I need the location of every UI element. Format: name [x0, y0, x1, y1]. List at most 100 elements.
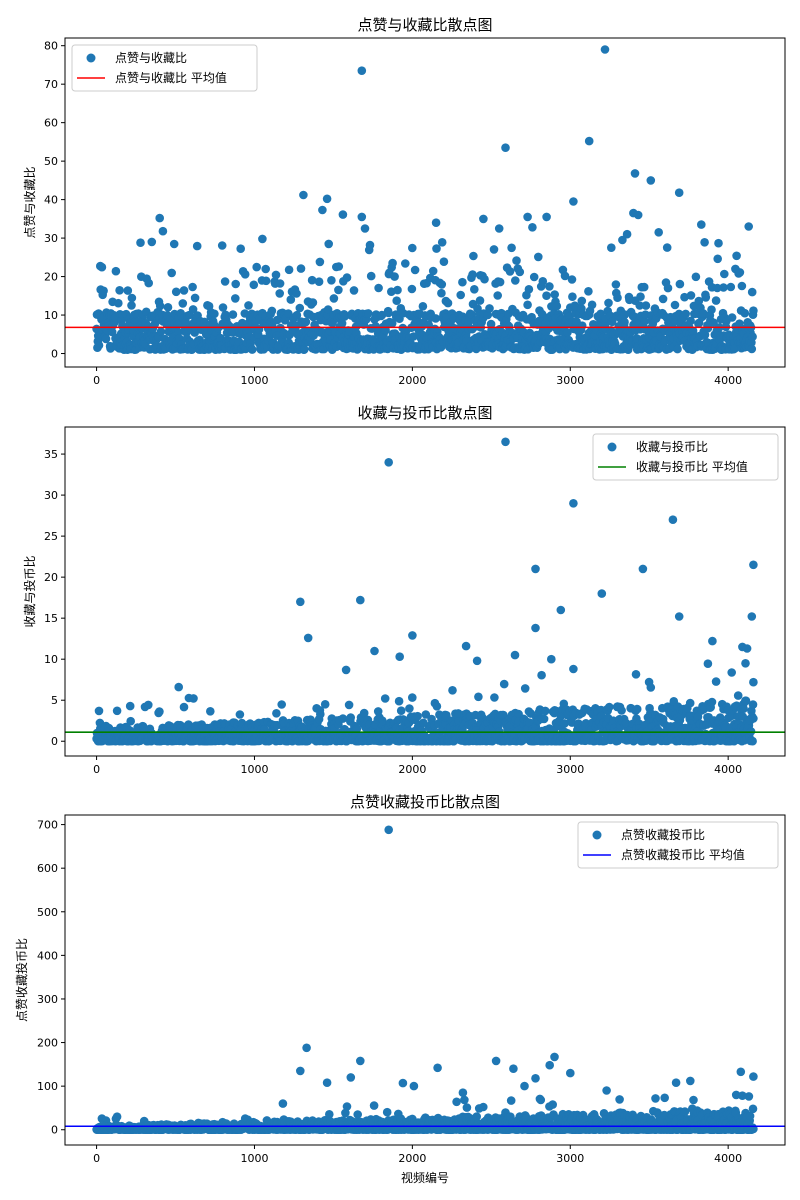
chart-3-y-tick-label: 100	[37, 1080, 58, 1093]
chart-2-point	[432, 702, 442, 711]
chart-1-point	[456, 290, 466, 300]
chart-1-point	[577, 321, 587, 331]
chart-1-point	[641, 301, 651, 310]
chart-1-point	[511, 276, 520, 285]
chart-2-point	[125, 701, 135, 711]
chart-1-point	[334, 262, 344, 271]
chart-1-point	[418, 302, 428, 311]
chart-2-point	[747, 612, 757, 621]
chart-1-point	[639, 282, 649, 292]
chart-1-point	[587, 300, 597, 310]
chart-2-legend-series-label: 收藏与投币比	[636, 439, 708, 454]
chart-1-point	[713, 283, 722, 293]
chart-3-x-tick-label: 2000	[398, 1152, 426, 1165]
chart-3-point	[736, 1067, 746, 1077]
chart-1-point	[301, 317, 311, 327]
chart-2-point	[541, 706, 550, 716]
chart-1-point	[292, 289, 301, 298]
chart-1-point	[231, 279, 240, 289]
chart-1-y-tick-label: 80	[44, 40, 58, 53]
chart-1-point	[607, 243, 616, 252]
chart-1-point	[267, 306, 277, 316]
chart-1-point	[114, 298, 123, 308]
chart-2-axes-frame	[64, 426, 786, 757]
chart-1-point	[475, 296, 485, 305]
chart-2-point	[126, 716, 135, 726]
chart-1-point	[719, 283, 728, 292]
chart-3-point	[384, 825, 394, 835]
chart-3-point	[433, 1063, 442, 1073]
chart-1-point	[377, 310, 387, 320]
chart-1-point	[468, 270, 477, 279]
chart-2-point	[605, 702, 614, 712]
chart-1-point	[240, 270, 250, 279]
chart-3-point	[550, 1052, 559, 1062]
chart-1-point	[190, 293, 200, 303]
chart-1-point	[620, 317, 629, 327]
chart-1-point	[188, 305, 198, 314]
chart-1-point	[99, 286, 108, 296]
chart-1-point	[700, 330, 710, 340]
chart-1-point	[127, 301, 136, 310]
chart-1-point	[218, 303, 228, 312]
chart-1-point	[674, 188, 684, 197]
chart-1-point	[680, 292, 689, 302]
chart-2-point	[277, 700, 287, 709]
chart-2-point	[155, 707, 164, 716]
chart-1-title: 点赞与收藏比散点图	[357, 16, 492, 34]
chart-1-point	[714, 238, 723, 248]
chart-2-point	[316, 709, 325, 719]
chart-1-point	[749, 306, 758, 316]
chart-2-x-tick-label: 3000	[556, 763, 584, 776]
chart-1-point	[275, 289, 285, 298]
chart-2-point	[748, 736, 757, 746]
chart-1-point	[295, 303, 305, 313]
chart-3-point	[491, 1056, 501, 1066]
chart-1-x-tick-label: 1000	[240, 374, 268, 387]
chart-1-point	[390, 272, 399, 281]
chart-2-point	[556, 605, 566, 615]
chart-3-point	[356, 1056, 365, 1066]
chart-1-point	[428, 266, 438, 276]
chart-3-point	[398, 1078, 408, 1088]
chart-1-point	[220, 277, 230, 286]
chart-1: 点赞与收藏比散点图 0 1000 2000 3000 4000 010203040506…	[23, 16, 786, 387]
chart-1-point	[740, 308, 750, 318]
chart-1-point	[192, 241, 202, 251]
chart-2-point	[621, 719, 631, 728]
chart-2-y-tick-label: 35	[44, 448, 58, 461]
chart-2-y-tick-label: 10	[44, 653, 58, 666]
chart-1-point	[501, 143, 510, 152]
chart-3-point	[748, 1104, 758, 1114]
chart-2-point	[746, 727, 756, 736]
chart-1-point	[437, 238, 447, 247]
chart-2-point	[408, 693, 417, 702]
chart-3-point	[325, 1110, 334, 1119]
chart-1-point	[156, 327, 166, 336]
chart-1-point	[542, 212, 551, 222]
chart-1-point	[622, 229, 632, 239]
chart-2-point	[448, 686, 457, 695]
chart-1-point	[654, 228, 663, 237]
chart-2-point	[741, 659, 750, 668]
chart-1-x-tick-label: 2000	[398, 374, 426, 387]
chart-1-point	[329, 294, 339, 303]
chart-2-point	[384, 458, 394, 467]
chart-2-point	[531, 564, 540, 574]
chart-3-point	[460, 1095, 469, 1105]
chart-2-point	[370, 646, 379, 656]
chart-2-x-tick-label: 4000	[714, 763, 742, 776]
chart-2-point	[380, 694, 390, 703]
chart-1-point	[308, 298, 318, 307]
chart-3-title: 点赞收藏投币比散点图	[350, 793, 500, 811]
chart-1-point	[494, 224, 504, 233]
chart-3-point	[452, 1097, 461, 1107]
chart-3-point	[686, 1076, 695, 1086]
chart-3-point	[472, 1112, 482, 1121]
chart-2-point	[748, 700, 758, 709]
chart-1-point	[111, 266, 121, 276]
chart-1-point	[686, 316, 695, 326]
chart-1-point	[314, 277, 324, 287]
chart-1-point	[662, 243, 672, 252]
